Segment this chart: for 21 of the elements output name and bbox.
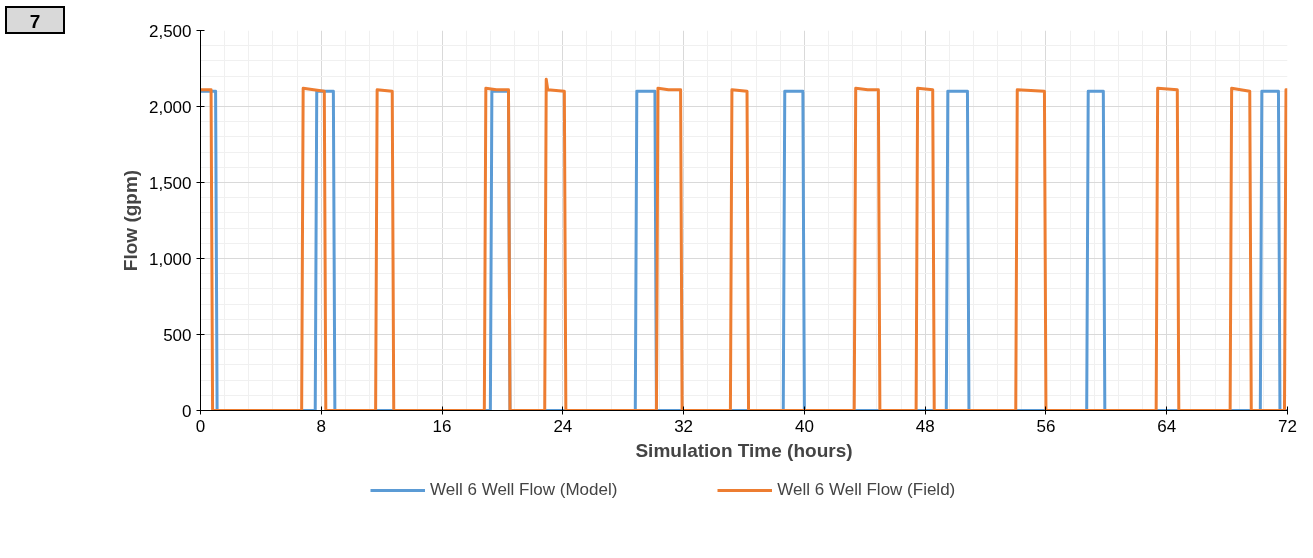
x-tick-label: 32 [674,416,694,436]
y-tick-label: 1,500 [148,173,192,193]
x-tick-label: 8 [316,416,327,436]
y-tick-label: 0 [182,401,192,421]
x-tick-label: 56 [1036,416,1056,436]
text: 7 [29,10,41,34]
y-tick-label: 1,000 [148,249,192,269]
legend-label: Well 6 Well Flow (Field) [777,480,956,500]
y-tick-label: 500 [163,325,192,345]
x-tick-label: 72 [1278,416,1297,436]
x-tick-label: 16 [432,416,452,436]
x-tick-label: 24 [553,416,573,436]
y-tick-label: 2,500 [148,21,192,41]
x-axis-title: Simulation Time (hours) [635,439,853,461]
x-tick-label: 0 [195,416,206,436]
legend-label: Well 6 Well Flow (Model) [430,480,618,500]
x-tick-label: 48 [915,416,935,436]
y-tick-label: 2,000 [148,97,192,117]
x-tick-label: 40 [794,416,814,436]
x-tick-label: 64 [1157,416,1177,436]
y-axis-title: Flow (gpm) [119,169,141,272]
